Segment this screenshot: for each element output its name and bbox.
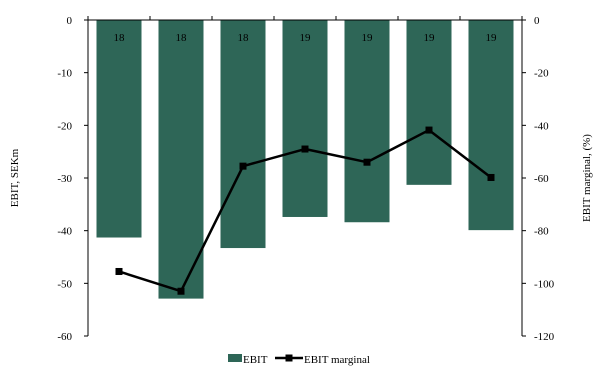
ebit-marginal-point bbox=[239, 162, 247, 170]
left-y-tick-label: -20 bbox=[57, 120, 72, 132]
ebit-marginal-point bbox=[177, 287, 185, 295]
left-y-tick-label: -40 bbox=[57, 226, 72, 238]
left-y-axis-title: EBIT, SEKm bbox=[9, 148, 21, 207]
ebit-bar bbox=[220, 20, 266, 249]
ebit-bar bbox=[282, 20, 328, 217]
ebit-bar bbox=[158, 20, 204, 299]
left-y-tick-label: 0 bbox=[67, 15, 73, 27]
bar-label: 19 bbox=[300, 32, 312, 44]
bar-label: 18 bbox=[176, 32, 188, 44]
ebit-bar bbox=[96, 20, 142, 238]
right-y-tick-label: -60 bbox=[534, 173, 549, 185]
left-y-tick-label: -10 bbox=[57, 68, 72, 80]
legend-ebit-marginal-label: EBIT marginal bbox=[304, 354, 370, 366]
right-y-tick-label: -120 bbox=[534, 331, 555, 343]
bar-label: 18 bbox=[238, 32, 250, 44]
left-y-tick-label: -50 bbox=[57, 278, 72, 290]
ebit-bar bbox=[344, 20, 390, 223]
legend: EBIT EBIT marginal bbox=[228, 354, 370, 366]
right-y-tick-label: 0 bbox=[534, 15, 540, 27]
ebit-marginal-point bbox=[301, 145, 309, 153]
right-y-axis-title: EBIT marginal, (%) bbox=[581, 134, 593, 222]
bar-label: 19 bbox=[424, 32, 436, 44]
bar-label: 19 bbox=[486, 32, 498, 44]
right-y-tick-label: -20 bbox=[534, 68, 549, 80]
ebit-bar bbox=[406, 20, 452, 185]
left-y-tick-label: -60 bbox=[57, 331, 72, 343]
ebit-marginal-point bbox=[363, 158, 371, 166]
right-y-tick-label: -100 bbox=[534, 278, 555, 290]
legend-ebit-swatch bbox=[228, 354, 242, 362]
ebit-marginal-point bbox=[425, 126, 433, 134]
legend-ebit-label: EBIT bbox=[243, 354, 268, 366]
bar-label: 19 bbox=[362, 32, 374, 44]
ebit-marginal-point bbox=[115, 267, 123, 275]
ebit-marginal-point bbox=[487, 173, 495, 181]
bar-label: 18 bbox=[114, 32, 126, 44]
left-y-tick-label: -30 bbox=[57, 173, 72, 185]
legend-ebit-marginal-marker bbox=[285, 354, 293, 362]
axes: EBIT, SEKm EBIT marginal, (%) 0 -10 -20 -30… bbox=[9, 15, 593, 343]
ebit-bar bbox=[468, 20, 514, 231]
right-y-tick-label: -40 bbox=[534, 120, 549, 132]
plot-area: 18 18 18 19 19 19 19 bbox=[96, 20, 514, 299]
right-y-tick-label: -80 bbox=[534, 226, 549, 238]
